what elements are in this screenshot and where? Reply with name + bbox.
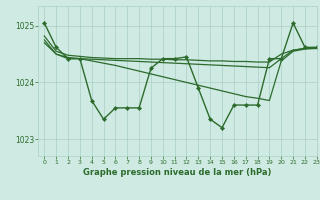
X-axis label: Graphe pression niveau de la mer (hPa): Graphe pression niveau de la mer (hPa) [84, 168, 272, 177]
